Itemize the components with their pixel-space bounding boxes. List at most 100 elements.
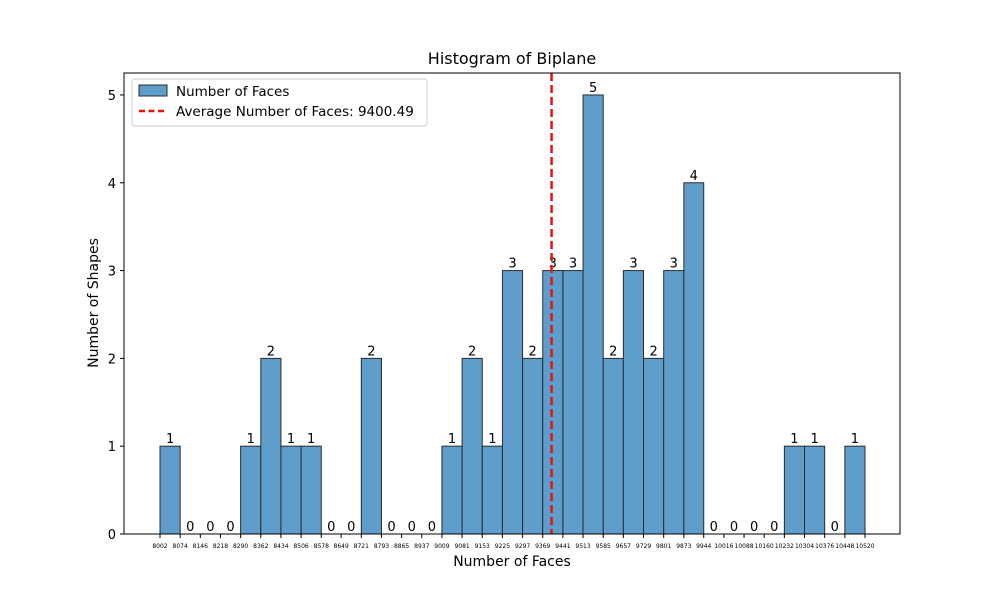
plot-frame	[123, 72, 901, 535]
bar-value-label: 1	[247, 432, 255, 447]
bar-value-label: 3	[549, 257, 557, 272]
x-tick-label: 10520	[855, 543, 874, 550]
bar-value-label: 1	[448, 432, 456, 447]
y-tick-label: 4	[108, 177, 116, 192]
x-tick-label: 10160	[755, 543, 774, 550]
bar-value-label: 1	[166, 432, 174, 447]
bar-value-label: 2	[267, 344, 275, 359]
x-tick-label: 9801	[656, 543, 671, 550]
x-tick-label: 9585	[596, 543, 611, 550]
legend-label-bars: Number of Faces	[176, 84, 289, 100]
bar-value-label: 3	[508, 257, 516, 272]
x-tick-label: 9657	[616, 543, 631, 550]
y-tick-label: 5	[108, 89, 116, 104]
bar-value-label: 0	[186, 520, 194, 535]
bar-value-label: 1	[488, 432, 496, 447]
histogram-bar	[441, 445, 463, 535]
x-tick-label: 9009	[434, 543, 449, 550]
y-tick-label: 1	[108, 440, 116, 455]
x-tick-label: 10304	[795, 543, 814, 550]
bar-value-label: 5	[589, 81, 597, 96]
y-tick-label: 3	[108, 265, 116, 280]
x-tick-label: 9729	[636, 543, 651, 550]
x-tick-label: 8146	[193, 543, 208, 550]
x-tick-label: 8002	[152, 543, 167, 550]
x-tick-label: 8649	[334, 543, 349, 550]
x-tick-label: 10016	[714, 543, 733, 550]
histogram-bar	[240, 445, 262, 535]
bar-value-label: 3	[670, 257, 678, 272]
bar-value-label: 1	[287, 432, 295, 447]
x-tick-label: 10088	[735, 543, 754, 550]
bar-value-label: 2	[609, 344, 617, 359]
x-tick-label: 8074	[173, 543, 188, 550]
bar-value-label: 2	[649, 344, 657, 359]
bar-value-label: 1	[851, 432, 859, 447]
histogram-bar	[582, 94, 604, 535]
bar-value-label: 2	[468, 344, 476, 359]
histogram-bar	[461, 357, 483, 535]
y-tick-label: 2	[108, 352, 116, 367]
bar-value-label: 3	[569, 257, 577, 272]
x-axis-label: Number of Faces	[453, 554, 571, 570]
legend-label-average: Average Number of Faces: 9400.49	[176, 104, 414, 120]
histogram-bar	[562, 270, 584, 535]
bar-value-label: 0	[226, 520, 234, 535]
bar-value-label: 2	[367, 344, 375, 359]
bar-value-label: 0	[347, 520, 355, 535]
histogram-bar	[663, 270, 685, 535]
bar-value-label: 0	[428, 520, 436, 535]
legend-box	[131, 78, 428, 127]
bar-value-label: 0	[710, 520, 718, 535]
y-ticks-layer: 0 1 2 3 4 5	[108, 89, 124, 543]
x-tick-label: 9297	[515, 543, 530, 550]
x-tick-label: 8578	[314, 543, 329, 550]
x-tick-label: 8290	[233, 543, 248, 550]
x-tick-label: 9369	[535, 543, 550, 550]
histogram-bar	[542, 270, 564, 535]
legend-swatch-bar	[138, 84, 168, 97]
chart-title: Histogram of Biplane	[428, 49, 596, 68]
bar-value-label: 0	[831, 520, 839, 535]
histogram-bar	[783, 445, 806, 535]
x-tick-label: 10232	[775, 543, 794, 550]
y-axis-label: Number of Shapes	[86, 238, 102, 368]
bar-value-label: 0	[730, 520, 738, 535]
bar-value-label: 2	[529, 344, 537, 359]
x-tick-label: 9153	[475, 543, 490, 550]
x-tick-label: 8218	[213, 543, 228, 550]
y-tick-label: 0	[108, 528, 116, 543]
x-tick-label: 10448	[835, 543, 854, 550]
histogram-bar	[280, 445, 302, 535]
bar-value-label: 1	[810, 432, 818, 447]
histogram-bar	[481, 445, 503, 535]
histogram-bar	[300, 445, 322, 535]
x-tick-label: 9944	[696, 543, 711, 550]
histogram-bar	[683, 182, 705, 535]
bar-value-label: 4	[690, 169, 698, 184]
bars-layer	[159, 94, 866, 535]
bar-value-label: 0	[408, 520, 416, 535]
bar-value-label: 0	[387, 520, 395, 535]
x-tick-label: 9081	[454, 543, 469, 550]
legend: Number of Faces Average Number of Faces:…	[131, 78, 428, 127]
x-tick-label: 9225	[495, 543, 510, 550]
x-tick-label: 8506	[293, 543, 308, 550]
histogram-bar	[501, 270, 524, 535]
x-tick-label: 8721	[354, 543, 369, 550]
histogram-bar	[522, 357, 544, 535]
x-tick-label: 9873	[676, 543, 691, 550]
histogram-bar	[602, 357, 624, 535]
x-tick-label: 8793	[374, 543, 389, 550]
bar-value-label: 3	[629, 257, 637, 272]
histogram-bar	[643, 357, 665, 535]
bar-value-label: 0	[206, 520, 214, 535]
bar-value-label: 0	[750, 520, 758, 535]
bar-value-label: 1	[307, 432, 315, 447]
histogram-bar	[360, 357, 382, 535]
x-ticks-layer: 8002 8074 8146 8218 8290 8362 8434 8506 8578 8649…	[152, 534, 875, 550]
histogram-bar	[622, 270, 645, 535]
